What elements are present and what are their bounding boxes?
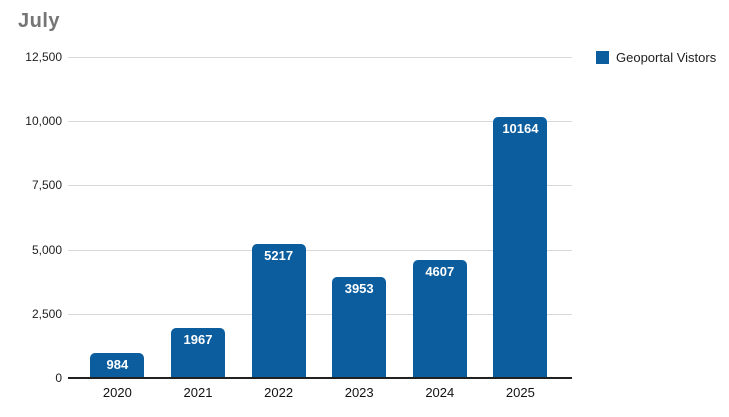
- bar-value-label: 1967: [183, 331, 213, 347]
- y-axis: 0 2,500 5,000 7,500 10,000 12,500: [0, 50, 62, 385]
- gridline: [68, 57, 572, 58]
- gridline: [68, 185, 572, 187]
- bar-value-label: 10164: [502, 121, 539, 136]
- x-axis-tick-label: 2023: [344, 385, 374, 400]
- bar-2022[interactable]: 5217: [251, 244, 306, 378]
- x-axis-tick-label: 2024: [425, 385, 455, 400]
- x-axis-baseline: [68, 377, 572, 379]
- y-axis-tick-label: 2,500: [31, 306, 62, 321]
- gridline: [68, 121, 572, 123]
- x-axis-tick-label: 2022: [264, 385, 294, 400]
- y-axis-tick-label: 7,500: [31, 178, 62, 193]
- y-axis-tick-label: 12,500: [25, 50, 62, 64]
- bar-2021[interactable]: 1967: [171, 327, 225, 378]
- chart-title: July: [18, 10, 61, 32]
- bar-value-label: 3953: [344, 280, 374, 296]
- legend[interactable]: Geoportal Vistors: [596, 50, 716, 65]
- bar-value-label: 984: [106, 356, 129, 372]
- bar-value-label: 4607: [425, 263, 455, 279]
- plot-area: 984 2020 1967 2021 5217 2022 3953 2023 4607 2024 1…: [68, 57, 572, 400]
- y-axis-tick-label: 10,000: [25, 114, 62, 129]
- x-axis-tick-label: 2021: [183, 385, 213, 400]
- x-axis-tick-label: 2020: [102, 385, 132, 400]
- y-axis-tick-label: 5,000: [31, 242, 62, 257]
- gridline: [68, 249, 572, 251]
- y-axis-tick-label: 0: [55, 371, 62, 385]
- legend-label: Geoportal Vistors: [616, 50, 717, 65]
- bar-value-label: 5217: [264, 248, 294, 264]
- bar-2023[interactable]: 3953: [332, 276, 387, 378]
- bar-2024[interactable]: 4607: [412, 259, 467, 378]
- gridline: [68, 313, 572, 315]
- x-axis-tick-label: 2025: [505, 385, 535, 400]
- legend-swatch-icon: [596, 51, 609, 64]
- bar-2020[interactable]: 984: [90, 352, 145, 378]
- bar-2025[interactable]: 10164: [493, 117, 548, 378]
